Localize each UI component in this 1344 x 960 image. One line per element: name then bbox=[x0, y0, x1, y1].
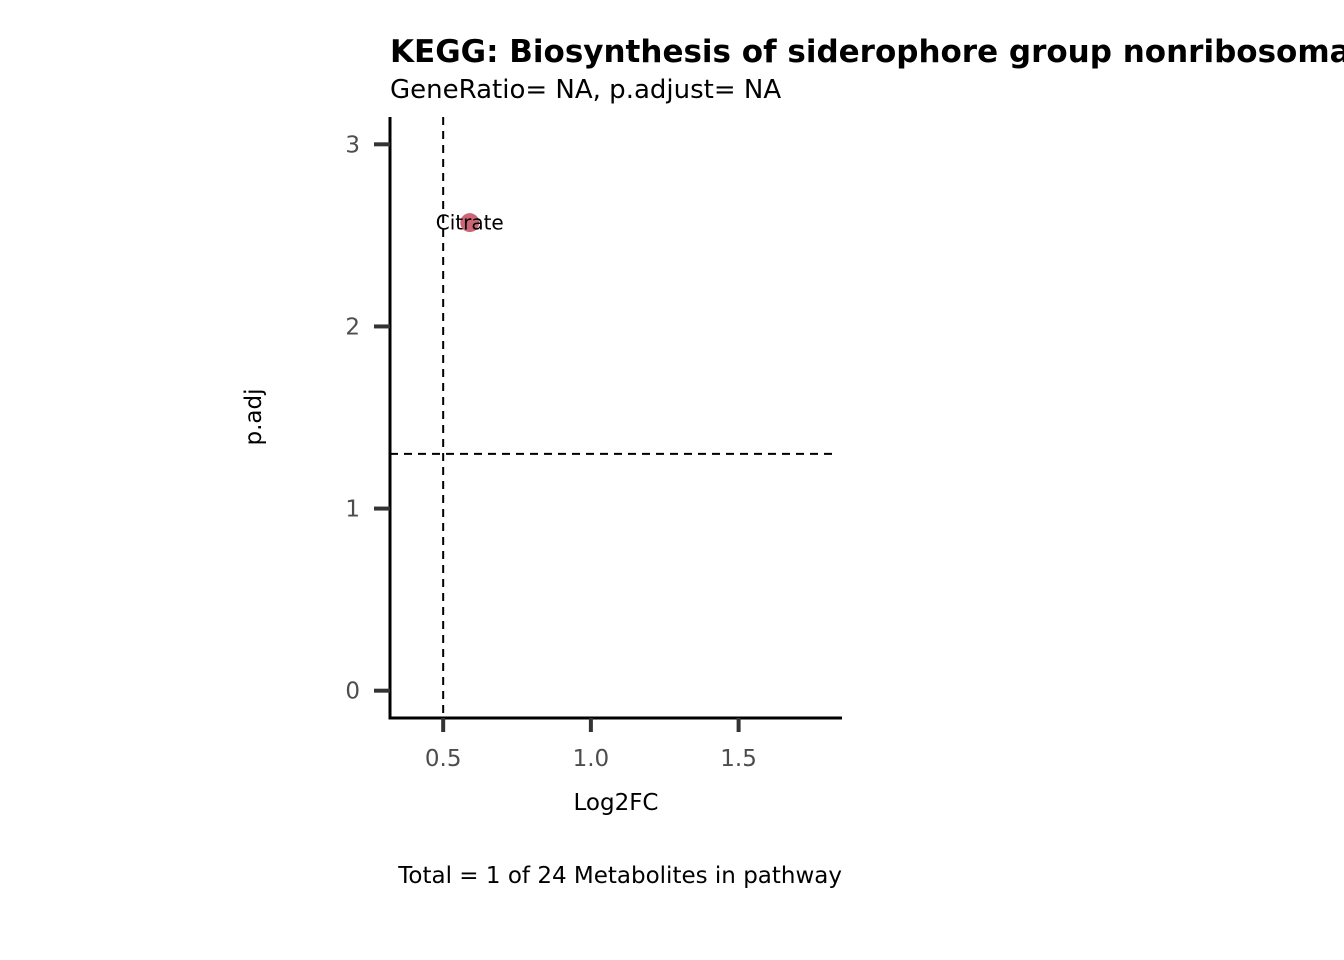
y-axis-title: p.adj bbox=[241, 389, 267, 446]
y-tick-label: 1 bbox=[345, 497, 360, 523]
y-tick-label: 2 bbox=[345, 314, 360, 340]
y-axis-ticks: 0 1 2 3 bbox=[345, 132, 390, 705]
y-tick-label: 0 bbox=[345, 679, 360, 705]
y-tick-label: 3 bbox=[345, 132, 360, 158]
x-tick-label: 1.5 bbox=[720, 746, 757, 772]
x-tick-label: 1.0 bbox=[573, 746, 610, 772]
data-points: Citrate bbox=[436, 211, 504, 235]
x-tick-label: 0.5 bbox=[425, 746, 462, 772]
chart-subtitle: GeneRatio= NA, p.adjust= NA bbox=[390, 75, 781, 105]
data-point-citrate bbox=[460, 213, 480, 233]
reference-lines bbox=[390, 117, 836, 718]
data-point-label: Citrate bbox=[436, 211, 504, 235]
x-axis-ticks: 0.5 1.0 1.5 bbox=[425, 718, 757, 772]
x-axis-title: Log2FC bbox=[573, 790, 658, 816]
chart-caption: Total = 1 of 24 Metabolites in pathway bbox=[397, 863, 842, 889]
axes bbox=[388, 117, 842, 720]
chart-title: KEGG: Biosynthesis of siderophore group … bbox=[390, 34, 1344, 70]
